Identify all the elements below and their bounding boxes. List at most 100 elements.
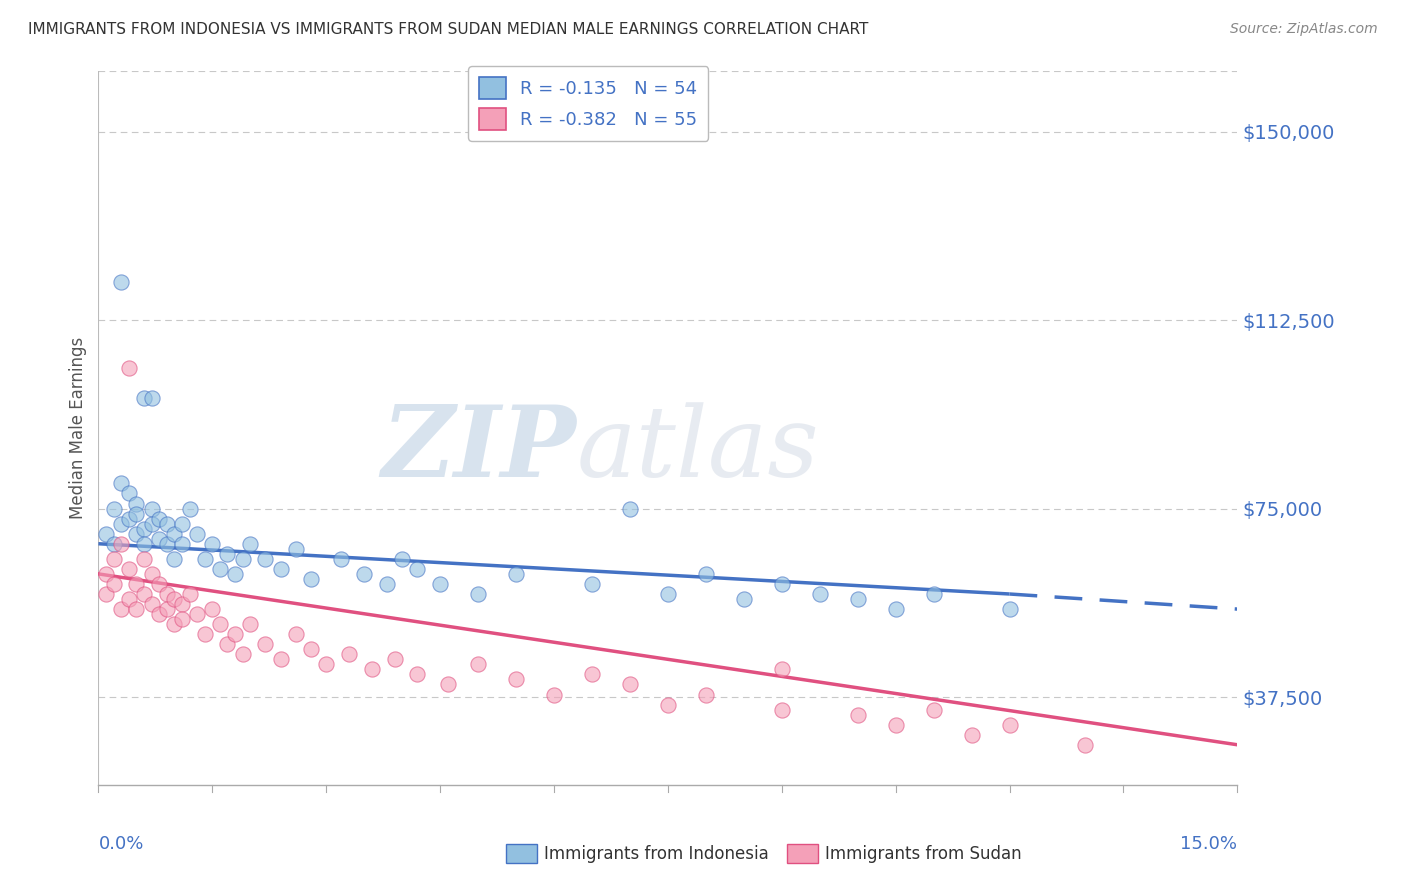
Text: 15.0%: 15.0%: [1180, 835, 1237, 853]
Point: [884, 602, 907, 616]
Point: [201, 602, 224, 616]
Point: [998, 602, 1021, 616]
Point: [224, 627, 246, 641]
Point: [110, 516, 132, 531]
Point: [110, 602, 132, 616]
Point: [581, 577, 603, 591]
Point: [94, 566, 117, 581]
Point: [254, 551, 277, 566]
Point: [467, 657, 489, 672]
Point: [141, 516, 163, 531]
Point: [125, 577, 148, 591]
Point: [360, 662, 382, 676]
Point: [657, 587, 679, 601]
Point: [118, 562, 141, 576]
Point: [657, 698, 679, 712]
Point: [163, 526, 186, 541]
Point: [406, 667, 429, 681]
Point: [94, 587, 117, 601]
Point: [132, 537, 155, 551]
Point: [103, 577, 125, 591]
Point: [186, 526, 208, 541]
Point: [406, 562, 429, 576]
Point: [330, 551, 353, 566]
Text: Source: ZipAtlas.com: Source: ZipAtlas.com: [1230, 22, 1378, 37]
Point: [619, 677, 641, 691]
Point: [179, 501, 201, 516]
Point: [337, 648, 360, 662]
Text: ZIP: ZIP: [382, 401, 576, 498]
Point: [118, 592, 141, 607]
Point: [224, 566, 246, 581]
Point: [125, 526, 148, 541]
Point: [299, 642, 322, 657]
Point: [808, 587, 831, 601]
Point: [103, 537, 125, 551]
Point: [846, 707, 869, 722]
Point: [299, 572, 322, 586]
Point: [110, 476, 132, 491]
Point: [695, 566, 717, 581]
Point: [132, 551, 155, 566]
Point: [467, 587, 489, 601]
Point: [125, 602, 148, 616]
Legend: R = -0.135   N = 54, R = -0.382   N = 55: R = -0.135 N = 54, R = -0.382 N = 55: [468, 66, 709, 141]
Point: [239, 537, 262, 551]
Point: [141, 501, 163, 516]
Point: [505, 673, 527, 687]
Point: [270, 652, 292, 666]
Point: [194, 627, 217, 641]
Point: [118, 360, 141, 375]
Point: [770, 577, 793, 591]
Point: [960, 728, 983, 742]
Point: [201, 537, 224, 551]
Point: [125, 507, 148, 521]
Point: [922, 702, 945, 716]
Point: [156, 516, 179, 531]
Point: [179, 587, 201, 601]
Point: [770, 702, 793, 716]
Point: [163, 592, 186, 607]
Point: [110, 276, 132, 290]
Point: [132, 587, 155, 601]
Point: [170, 612, 193, 626]
Point: [94, 526, 117, 541]
Point: [125, 497, 148, 511]
Point: [232, 551, 254, 566]
Point: [384, 652, 406, 666]
Point: [170, 537, 193, 551]
Point: [170, 597, 193, 611]
Point: [846, 592, 869, 607]
Point: [375, 577, 398, 591]
Point: [132, 522, 155, 536]
Text: Immigrants from Sudan: Immigrants from Sudan: [825, 845, 1022, 863]
Text: IMMIGRANTS FROM INDONESIA VS IMMIGRANTS FROM SUDAN MEDIAN MALE EARNINGS CORRELAT: IMMIGRANTS FROM INDONESIA VS IMMIGRANTS …: [28, 22, 869, 37]
Point: [239, 617, 262, 632]
Point: [254, 637, 277, 651]
Point: [619, 501, 641, 516]
Point: [733, 592, 755, 607]
Point: [148, 607, 170, 621]
Text: 0.0%: 0.0%: [98, 835, 143, 853]
Point: [581, 667, 603, 681]
Point: [284, 627, 307, 641]
Point: [695, 688, 717, 702]
Point: [156, 587, 179, 601]
Point: [156, 537, 179, 551]
Point: [103, 551, 125, 566]
Point: [353, 566, 375, 581]
Point: [148, 577, 170, 591]
Point: [315, 657, 337, 672]
Point: [270, 562, 292, 576]
Point: [170, 516, 193, 531]
Point: [118, 511, 141, 525]
Point: [148, 532, 170, 546]
Point: [141, 597, 163, 611]
Point: [141, 391, 163, 405]
Point: [132, 391, 155, 405]
Point: [436, 677, 458, 691]
Text: atlas: atlas: [576, 402, 820, 497]
Point: [148, 511, 170, 525]
Point: [194, 551, 217, 566]
Y-axis label: Median Male Earnings: Median Male Earnings: [69, 337, 87, 519]
